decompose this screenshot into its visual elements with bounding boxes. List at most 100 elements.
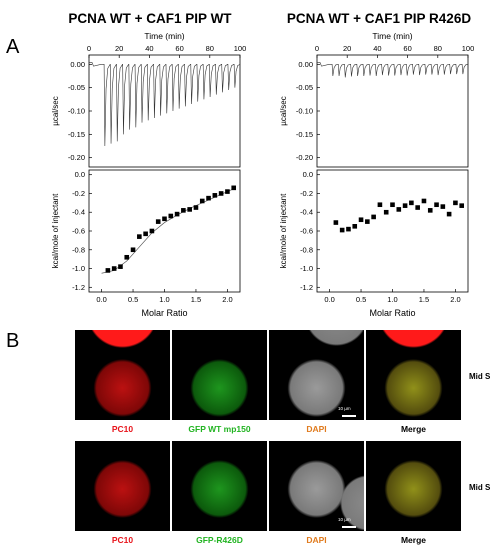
data-point xyxy=(339,227,345,233)
data-point xyxy=(333,220,339,225)
y-tick-label: 0.00 xyxy=(70,60,85,69)
row-label: Mid S xyxy=(469,483,491,492)
gfp-channel-image xyxy=(172,330,267,420)
data-point xyxy=(352,224,358,229)
x-tick-label: 100 xyxy=(462,44,475,53)
data-point xyxy=(453,200,458,206)
data-point xyxy=(193,205,199,210)
y-tick-label: -1.2 xyxy=(72,283,85,292)
x-tick-label: 0.5 xyxy=(128,295,138,304)
data-point xyxy=(111,266,117,271)
data-point xyxy=(206,195,211,201)
x-tick-label: 80 xyxy=(434,44,442,53)
channel-caption: DAPI xyxy=(306,535,327,545)
x-tick-label: 20 xyxy=(115,44,123,53)
data-point xyxy=(415,205,420,210)
data-point xyxy=(427,208,433,213)
x-tick-label: 40 xyxy=(373,44,381,53)
data-point xyxy=(365,219,370,224)
data-point xyxy=(225,189,230,194)
y-tick-label: 0.0 xyxy=(75,170,85,179)
x-axis-label: Molar Ratio xyxy=(369,308,415,318)
data-point xyxy=(396,207,402,212)
x-tick-label: 1.5 xyxy=(191,295,201,304)
y-axis-label: kcal/mole of injectant xyxy=(279,193,288,268)
data-point xyxy=(421,198,427,204)
x-tick-label: 1.0 xyxy=(387,295,397,304)
merge-channel-image xyxy=(366,330,461,420)
x-tick-label: 0 xyxy=(315,44,319,53)
data-point xyxy=(181,208,186,213)
data-point xyxy=(168,213,174,219)
data-point xyxy=(459,203,465,208)
panel-a-label: A xyxy=(6,36,20,58)
dapi-channel-image xyxy=(269,441,364,531)
y-tick-label: 0.0 xyxy=(303,170,313,179)
channel-caption: DAPI xyxy=(306,424,327,434)
y-tick-label: -0.6 xyxy=(72,227,85,236)
x-tick-label: 40 xyxy=(145,44,153,53)
scale-bar xyxy=(342,415,356,417)
x-tick-label: 0 xyxy=(87,44,91,53)
data-point xyxy=(440,204,446,209)
y-tick-label: -0.15 xyxy=(296,130,313,139)
x-axis-label: Time (min) xyxy=(372,31,412,41)
y-tick-label: -0.10 xyxy=(296,107,313,116)
x-tick-label: 1.0 xyxy=(159,295,169,304)
x-tick-label: 60 xyxy=(175,44,183,53)
data-point xyxy=(187,207,192,212)
thermogram-trace-2 xyxy=(317,62,469,78)
row-label: Mid S xyxy=(469,372,491,381)
y-tick-label: -0.20 xyxy=(68,153,85,162)
y-tick-label: -0.05 xyxy=(296,83,313,92)
y-tick-label: -1.0 xyxy=(300,264,313,273)
data-point xyxy=(434,202,439,208)
y-tick-label: -0.2 xyxy=(72,189,85,198)
x-axis-label: Molar Ratio xyxy=(141,308,187,318)
x-axis-label: Time (min) xyxy=(144,31,184,41)
data-point xyxy=(212,193,218,198)
channel-caption: Merge xyxy=(400,535,427,545)
y-tick-label: -0.20 xyxy=(296,153,313,162)
data-point xyxy=(402,203,408,208)
data-point xyxy=(118,264,123,269)
data-point xyxy=(218,191,224,196)
y-tick-label: -0.15 xyxy=(68,130,85,139)
y-tick-label: -0.2 xyxy=(300,189,313,198)
channel-caption: GFP WT mp150 xyxy=(188,424,251,434)
channel-caption: PC10 xyxy=(111,424,134,434)
gfp-channel-image xyxy=(172,441,267,531)
data-point xyxy=(346,226,351,232)
data-point xyxy=(137,234,142,239)
data-point xyxy=(130,247,136,253)
x-tick-label: 2.0 xyxy=(222,295,232,304)
data-point xyxy=(199,198,205,204)
right-column-title: PCNA WT + CAF1 PIP R426D xyxy=(286,11,472,26)
data-point xyxy=(155,219,161,224)
channel-caption: GFP-R426D xyxy=(196,535,243,545)
data-point xyxy=(383,209,389,215)
data-point xyxy=(390,202,395,208)
y-tick-label: -0.4 xyxy=(300,208,313,217)
data-point xyxy=(105,268,111,273)
data-point xyxy=(377,202,383,208)
x-tick-label: 0.0 xyxy=(324,295,334,304)
data-point xyxy=(149,228,155,234)
channel-caption: Merge xyxy=(400,424,427,434)
data-point xyxy=(358,217,364,223)
x-tick-label: 80 xyxy=(206,44,214,53)
y-tick-label: -0.8 xyxy=(72,245,85,254)
x-tick-label: 2.0 xyxy=(450,295,460,304)
y-tick-label: -0.05 xyxy=(68,83,85,92)
panel-b-label: B xyxy=(6,330,20,352)
scale-bar-label: 10 µm xyxy=(338,517,351,522)
x-tick-label: 100 xyxy=(234,44,247,53)
y-tick-label: 0.00 xyxy=(298,60,313,69)
pc10-channel-image xyxy=(75,330,170,420)
left-column-title: PCNA WT + CAF1 PIP WT xyxy=(68,11,232,26)
scale-bar-label: 10 µm xyxy=(338,406,351,411)
y-tick-label: -0.6 xyxy=(300,227,313,236)
y-tick-label: -0.10 xyxy=(68,107,85,116)
